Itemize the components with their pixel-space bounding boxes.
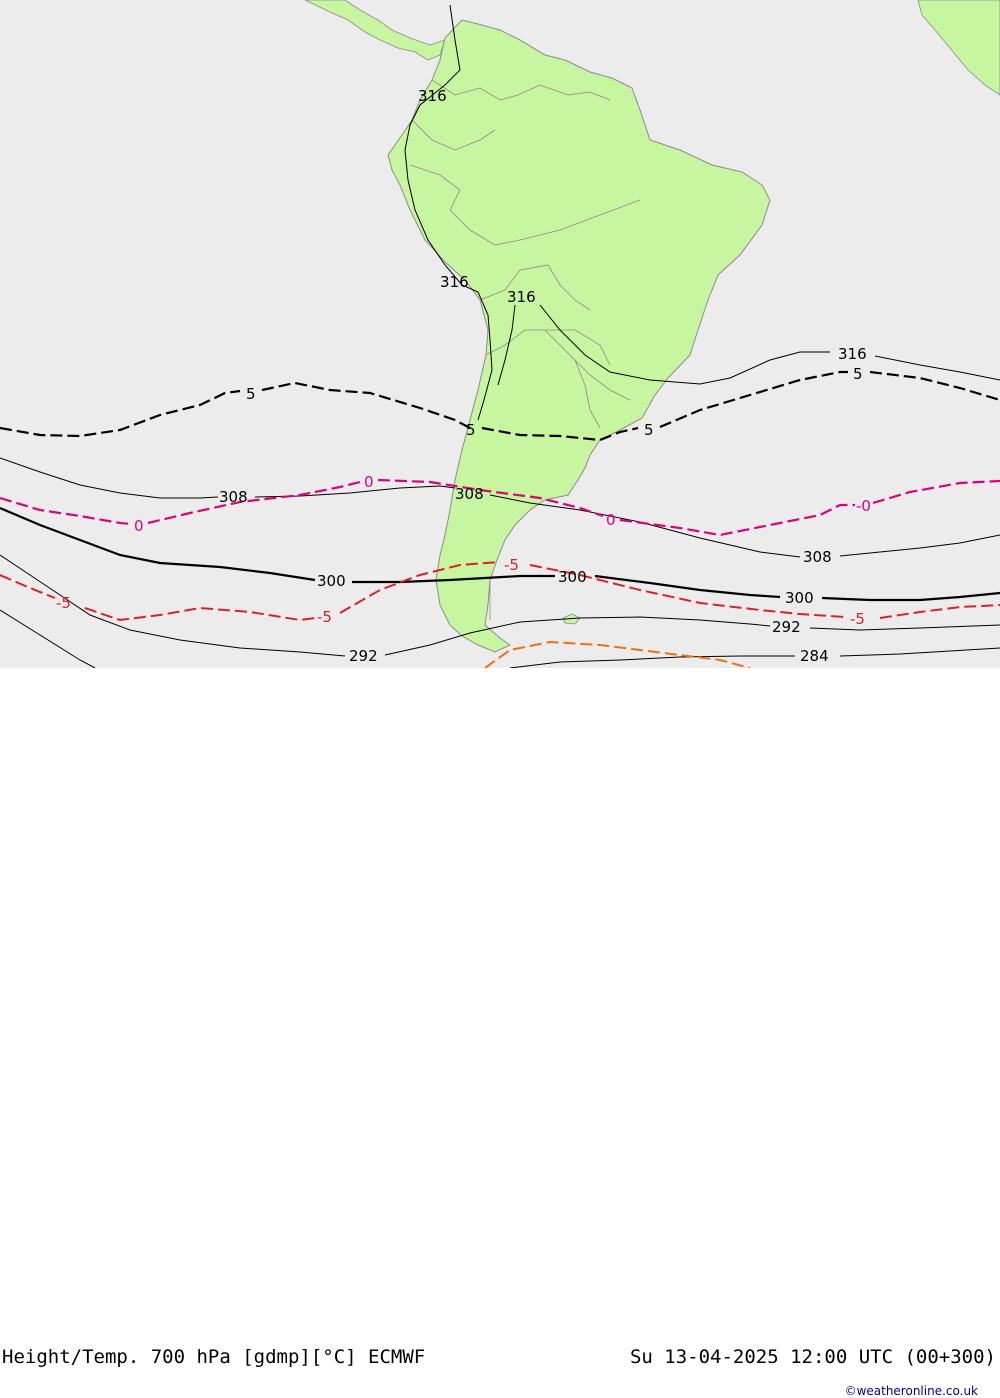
credit-link[interactable]: ©weatheronline.co.uk xyxy=(844,1384,978,1398)
temp-label: -0 xyxy=(856,497,871,515)
height-label: 308 xyxy=(219,488,248,506)
temp-label: 5 xyxy=(246,385,256,403)
temp-labels: 5 5 5 5 0 0 0 -0 -5 -5 -5 -5 xyxy=(56,365,871,628)
height-label: 300 xyxy=(558,568,587,586)
height-label: 300 xyxy=(785,589,814,607)
temp-label: 0 xyxy=(364,473,374,491)
map-title: Height/Temp. 700 hPa [gdmp][°C] ECMWF xyxy=(2,1346,426,1368)
land-central-america xyxy=(304,0,446,61)
height-labels: 316 316 316 316 308 308 308 300 300 300 … xyxy=(219,87,867,665)
temp-label: -5 xyxy=(504,556,519,574)
temp-label: -5 xyxy=(317,608,332,626)
height-label: 316 xyxy=(418,87,447,105)
temp-label: -5 xyxy=(56,594,71,612)
height-contours xyxy=(0,4,1000,669)
temp-label: 5 xyxy=(644,421,654,439)
height-label: 292 xyxy=(772,618,801,636)
temp-contour-minus5 xyxy=(0,561,1000,622)
height-label: 292 xyxy=(349,647,378,665)
height-label: 284 xyxy=(800,647,829,665)
land-south-america xyxy=(387,19,771,653)
weather-map: 316 316 316 316 308 308 308 300 300 300 … xyxy=(0,0,1000,669)
height-label: 300 xyxy=(317,572,346,590)
temp-contour-plus5 xyxy=(0,370,1000,442)
temp-contour-zero xyxy=(0,478,1000,537)
temp-label: 0 xyxy=(134,517,144,535)
temp-label: 5 xyxy=(466,421,476,439)
height-label: 316 xyxy=(838,345,867,363)
temp-contour-minus10 xyxy=(484,640,751,669)
temp-label: 5 xyxy=(853,365,863,383)
height-label: 316 xyxy=(440,273,469,291)
valid-time: Su 13-04-2025 12:00 UTC (00+300) xyxy=(629,1346,996,1368)
height-label: 308 xyxy=(803,548,832,566)
temp-label: 0 xyxy=(606,511,616,529)
height-label: 316 xyxy=(507,288,536,306)
land-africa xyxy=(917,0,1000,96)
temp-label: -5 xyxy=(850,610,865,628)
footer: Height/Temp. 700 hPa [gdmp][°C] ECMWF Su… xyxy=(0,668,1000,1398)
height-label: 308 xyxy=(455,485,484,503)
